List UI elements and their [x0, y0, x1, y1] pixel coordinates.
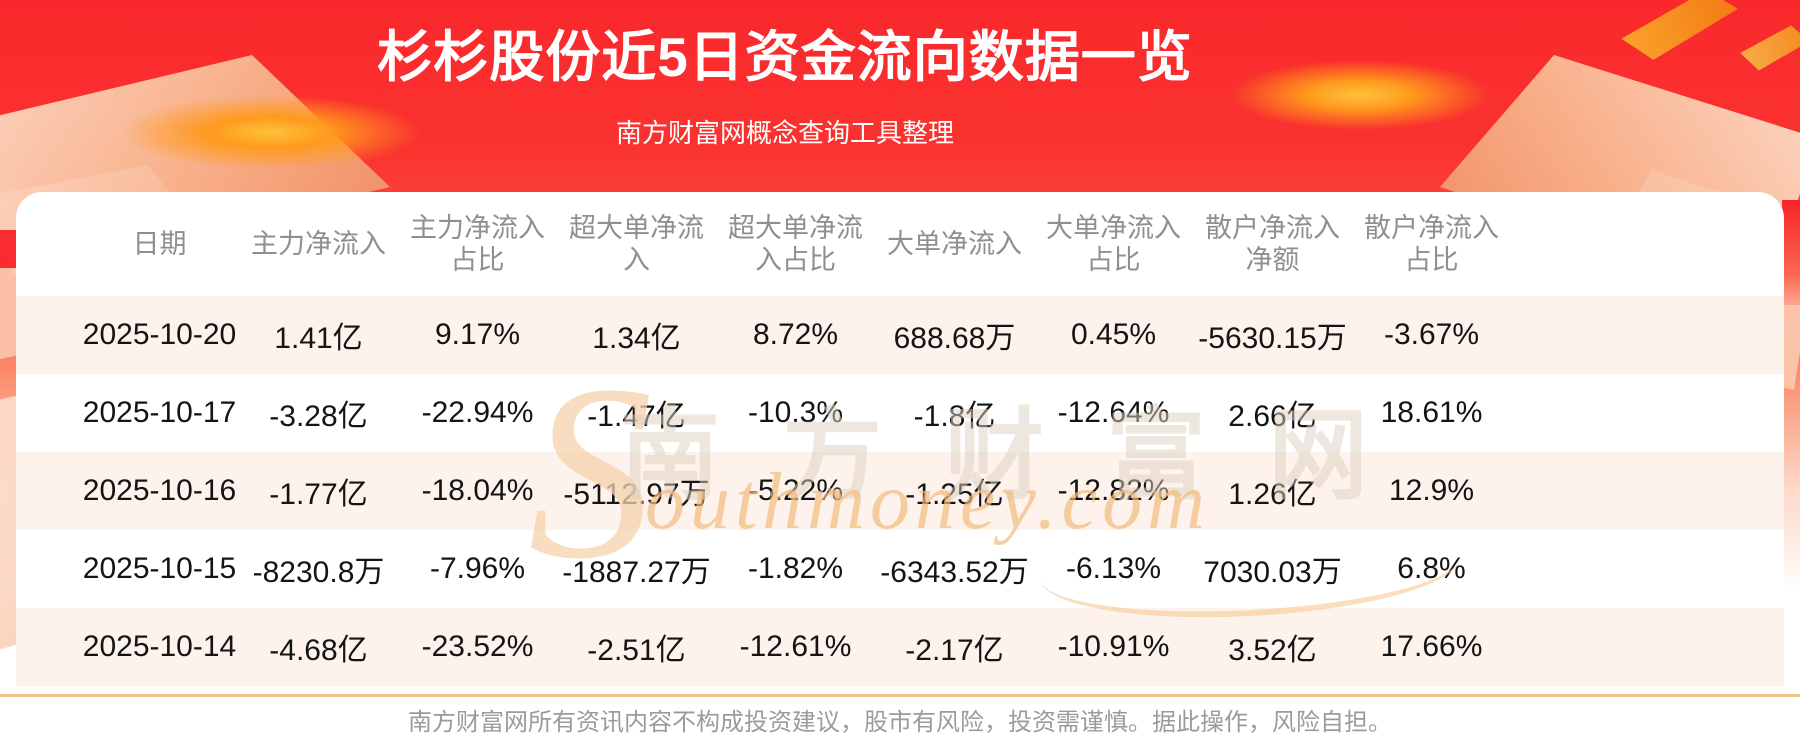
column-header: 超大单净流入占比	[716, 192, 875, 296]
value-cell: -12.61%	[739, 630, 852, 663]
value-cell: -1.82%	[747, 552, 844, 585]
column-header-label: 大单净流入	[887, 228, 1022, 259]
table-row: 2025-10-15 -8230.8万 -7.96% -1887.27万 -1.82% -…	[16, 530, 1784, 608]
value-cell: -1.8亿	[913, 400, 996, 433]
value-cell: 9.17%	[434, 318, 521, 351]
value-cell: 6.8%	[1397, 552, 1466, 585]
value-cell: 1.34亿	[592, 322, 681, 355]
value-cell: -1.47亿	[587, 400, 686, 433]
value-cell: 1.41亿	[274, 322, 363, 355]
date-cell: 2025-10-20	[82, 318, 237, 351]
value-cell: -6.13%	[1065, 552, 1162, 585]
value-cell: -6343.52万	[880, 556, 1029, 589]
column-header-label: 主力净流入占比	[410, 212, 545, 275]
value-cell: -10.91%	[1057, 630, 1170, 663]
data-table-card: 日期 主力净流入 主力净流入占比 超大单净流入 超大单净流入占比 大单净流入 大单净流入占比…	[16, 192, 1784, 743]
column-header-label: 超大单净流入	[569, 212, 704, 275]
column-header-label: 超大单净流入占比	[728, 212, 863, 275]
table-row: 2025-10-20 1.41亿 9.17% 1.34亿 8.72% 688.68万 0.4…	[16, 296, 1784, 374]
table-row: 2025-10-14 -4.68亿 -23.52% -2.51亿 -12.61% -2.1…	[16, 608, 1784, 686]
date-cell: 2025-10-17	[82, 396, 237, 429]
column-header-label: 主力净流入	[251, 228, 386, 259]
value-cell: 688.68万	[893, 322, 1016, 355]
column-header-label: 大单净流入占比	[1046, 212, 1181, 275]
value-cell: -5.22%	[747, 474, 844, 507]
value-cell: -18.04%	[421, 474, 534, 507]
date-cell: 2025-10-15	[82, 552, 237, 585]
table-body: 2025-10-20 1.41亿 9.17% 1.34亿 8.72% 688.68万 0.4…	[16, 296, 1784, 686]
column-header: 大单净流入占比	[1034, 192, 1193, 296]
value-cell: 3.52亿	[1228, 634, 1317, 667]
value-cell: -12.82%	[1057, 474, 1170, 507]
value-cell: -1887.27万	[562, 556, 711, 589]
column-header: 散户净流入占比	[1352, 192, 1511, 296]
column-header: 日期	[80, 192, 239, 296]
value-cell: -1.25亿	[905, 478, 1004, 511]
value-cell: -10.3%	[747, 396, 844, 429]
value-cell: -7.96%	[429, 552, 526, 585]
table-header-row: 日期 主力净流入 主力净流入占比 超大单净流入 超大单净流入占比 大单净流入 大单净流入占比…	[80, 192, 1511, 296]
value-cell: -8230.8万	[252, 556, 385, 589]
date-cell: 2025-10-16	[82, 474, 237, 507]
value-cell: 1.26亿	[1228, 478, 1317, 511]
disclaimer-text: 南方财富网所有资讯内容不构成投资建议，股市有风险，投资需谨慎。据此操作，风险自担…	[408, 709, 1392, 736]
value-cell: -2.17亿	[905, 634, 1004, 667]
table-row: 2025-10-16 -1.77亿 -18.04% -5112.97万 -5.22% -1…	[16, 452, 1784, 530]
value-cell: -23.52%	[421, 630, 534, 663]
value-cell: 18.61%	[1380, 396, 1483, 429]
column-header: 超大单净流入	[557, 192, 716, 296]
page-title: 杉杉股份近5日资金流向数据一览	[377, 26, 1193, 88]
page-subtitle: 南方财富网概念查询工具整理	[615, 118, 954, 148]
value-cell: -3.67%	[1383, 318, 1480, 351]
value-cell: -4.68亿	[269, 634, 368, 667]
value-cell: -12.64%	[1057, 396, 1170, 429]
footer-divider-line	[0, 694, 1800, 697]
column-header-label: 日期	[132, 228, 187, 259]
value-cell: -3.28亿	[269, 400, 368, 433]
value-cell: -22.94%	[421, 396, 534, 429]
date-cell: 2025-10-14	[82, 630, 237, 663]
value-cell: 8.72%	[752, 318, 839, 351]
value-cell: -1.77亿	[269, 478, 368, 511]
column-header: 主力净流入占比	[398, 192, 557, 296]
column-header: 主力净流入	[239, 192, 398, 296]
value-cell: -2.51亿	[587, 634, 686, 667]
banner: 杉杉股份近5日资金流向数据一览 南方财富网概念查询工具整理	[0, 24, 1570, 148]
table-row: 2025-10-17 -3.28亿 -22.94% -1.47亿 -10.3% -1.8亿…	[16, 374, 1784, 452]
value-cell: 17.66%	[1380, 630, 1483, 663]
value-cell: -5112.97万	[563, 478, 710, 511]
table-header: 日期 主力净流入 主力净流入占比 超大单净流入 超大单净流入占比 大单净流入 大单净流入占比…	[16, 192, 1784, 296]
value-cell: -5630.15万	[1198, 322, 1347, 355]
column-header-label: 散户净流入净额	[1205, 212, 1340, 275]
value-cell: 0.45%	[1070, 318, 1157, 351]
column-header: 散户净流入净额	[1193, 192, 1352, 296]
column-header-label: 散户净流入占比	[1364, 212, 1499, 275]
column-header: 大单净流入	[875, 192, 1034, 296]
value-cell: 12.9%	[1388, 474, 1475, 507]
value-cell: 2.66亿	[1228, 400, 1317, 433]
value-cell: 7030.03万	[1203, 556, 1342, 589]
